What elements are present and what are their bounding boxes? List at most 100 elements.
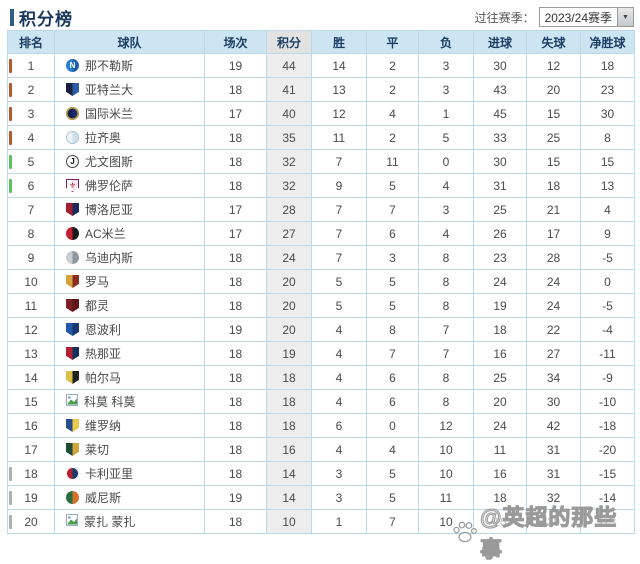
cell-team[interactable]: 乌迪内斯 — [54, 245, 205, 270]
cell-ga: 29 — [526, 509, 581, 534]
cell-rank: 12 — [7, 317, 55, 342]
cell-team[interactable]: 威尼斯 — [54, 485, 205, 510]
cell-gf: 25 — [473, 365, 527, 390]
cell-rank: 8 — [7, 221, 55, 246]
cell-gd: -15 — [580, 461, 635, 486]
cell-team[interactable]: 国际米兰 — [54, 101, 205, 126]
team-logo: ⚜ — [66, 179, 79, 192]
cell-draw: 5 — [366, 461, 419, 486]
season-label: 过往赛季： — [474, 10, 535, 25]
season-select[interactable]: 2023/24赛季 ▼ — [538, 7, 634, 27]
cell-team[interactable]: 蒙扎 蒙扎 — [54, 509, 205, 534]
cell-points: 18 — [266, 365, 312, 390]
cell-gd: -10 — [580, 389, 635, 414]
cell-team[interactable]: 热那亚 — [54, 341, 205, 366]
column-header-0[interactable]: 排名 — [7, 30, 55, 54]
cell-gf: 20 — [473, 389, 527, 414]
team-logo — [66, 107, 79, 120]
cell-played: 18 — [204, 509, 267, 534]
team-name: 拉齐奥 — [85, 131, 122, 145]
cell-draw: 4 — [366, 101, 419, 126]
cell-points: 20 — [266, 293, 312, 318]
chevron-down-icon[interactable]: ▼ — [617, 8, 633, 26]
cell-points: 32 — [266, 173, 312, 198]
cell-ga: 15 — [526, 149, 581, 174]
cell-draw: 2 — [366, 125, 419, 150]
cell-team[interactable]: 科莫 科莫 — [54, 389, 205, 414]
cell-win: 4 — [311, 341, 367, 366]
column-header-8[interactable]: 失球 — [526, 30, 581, 54]
table-row: 3 国际米兰 17 40 12 4 1 45 15 30 — [7, 101, 635, 126]
cell-gf: 23 — [473, 245, 527, 270]
cell-played: 18 — [204, 341, 267, 366]
cell-win: 7 — [311, 149, 367, 174]
cell-draw: 2 — [366, 53, 419, 78]
zone-indicator — [9, 154, 12, 169]
cell-loss: 8 — [418, 365, 474, 390]
team-name: 国际米兰 — [85, 107, 134, 121]
cell-gf: 30 — [473, 53, 527, 78]
cell-win: 7 — [311, 221, 367, 246]
cell-win: 3 — [311, 461, 367, 486]
cell-rank: 16 — [7, 413, 55, 438]
team-logo — [66, 203, 79, 216]
cell-played: 19 — [204, 317, 267, 342]
page-title: 积分榜 — [10, 5, 73, 30]
cell-team[interactable]: 维罗纳 — [54, 413, 205, 438]
cell-points: 44 — [266, 53, 312, 78]
column-header-3[interactable]: 积分 — [266, 30, 312, 54]
cell-team[interactable]: 莱切 — [54, 437, 205, 462]
cell-gf: 24 — [473, 413, 527, 438]
cell-gd: 30 — [580, 101, 635, 126]
cell-loss: 8 — [418, 389, 474, 414]
cell-points: 20 — [266, 269, 312, 294]
cell-played: 17 — [204, 101, 267, 126]
team-name: 乌迪内斯 — [85, 251, 134, 265]
cell-points: 19 — [266, 341, 312, 366]
cell-gd: -5 — [580, 293, 635, 318]
cell-ga: 24 — [526, 269, 581, 294]
cell-draw: 5 — [366, 173, 419, 198]
cell-team[interactable]: J 尤文图斯 — [54, 149, 205, 174]
cell-played: 18 — [204, 365, 267, 390]
column-header-9[interactable]: 净胜球 — [580, 30, 635, 54]
cell-team[interactable]: 亚特兰大 — [54, 77, 205, 102]
cell-team[interactable]: 博洛尼亚 — [54, 197, 205, 222]
cell-played: 18 — [204, 125, 267, 150]
column-header-4[interactable]: 胜 — [311, 30, 367, 54]
team-name: 帕尔马 — [85, 371, 122, 385]
cell-team[interactable]: 恩波利 — [54, 317, 205, 342]
column-header-2[interactable]: 场次 — [204, 30, 267, 54]
team-name: 恩波利 — [85, 323, 122, 337]
cell-team[interactable]: ⚜ 佛罗伦萨 — [54, 173, 205, 198]
team-logo: N — [66, 59, 79, 72]
team-logo — [66, 227, 79, 240]
cell-gf: 16 — [473, 461, 527, 486]
table-row: 10 罗马 18 20 5 5 8 24 24 0 — [7, 269, 635, 294]
cell-gd: -13 — [580, 509, 635, 534]
cell-draw: 7 — [366, 197, 419, 222]
cell-team[interactable]: 帕尔马 — [54, 365, 205, 390]
team-logo — [66, 299, 79, 312]
cell-ga: 17 — [526, 221, 581, 246]
cell-team[interactable]: 罗马 — [54, 269, 205, 294]
cell-gf: 33 — [473, 125, 527, 150]
cell-team[interactable]: 拉齐奥 — [54, 125, 205, 150]
column-header-1[interactable]: 球队 — [54, 30, 205, 54]
cell-points: 14 — [266, 461, 312, 486]
cell-rank: 20 — [7, 509, 55, 534]
cell-team[interactable]: 卡利亚里 — [54, 461, 205, 486]
cell-team[interactable]: 都灵 — [54, 293, 205, 318]
cell-team[interactable]: N 那不勒斯 — [54, 53, 205, 78]
table-row: 5 J 尤文图斯 18 32 7 11 0 30 15 15 — [7, 149, 635, 174]
cell-gf: 31 — [473, 173, 527, 198]
cell-win: 3 — [311, 485, 367, 510]
column-header-7[interactable]: 进球 — [473, 30, 527, 54]
column-header-6[interactable]: 负 — [418, 30, 474, 54]
column-header-5[interactable]: 平 — [366, 30, 419, 54]
cell-points: 10 — [266, 509, 312, 534]
cell-team[interactable]: AC米兰 — [54, 221, 205, 246]
cell-gd: 18 — [580, 53, 635, 78]
cell-rank: 13 — [7, 341, 55, 366]
cell-win: 7 — [311, 197, 367, 222]
